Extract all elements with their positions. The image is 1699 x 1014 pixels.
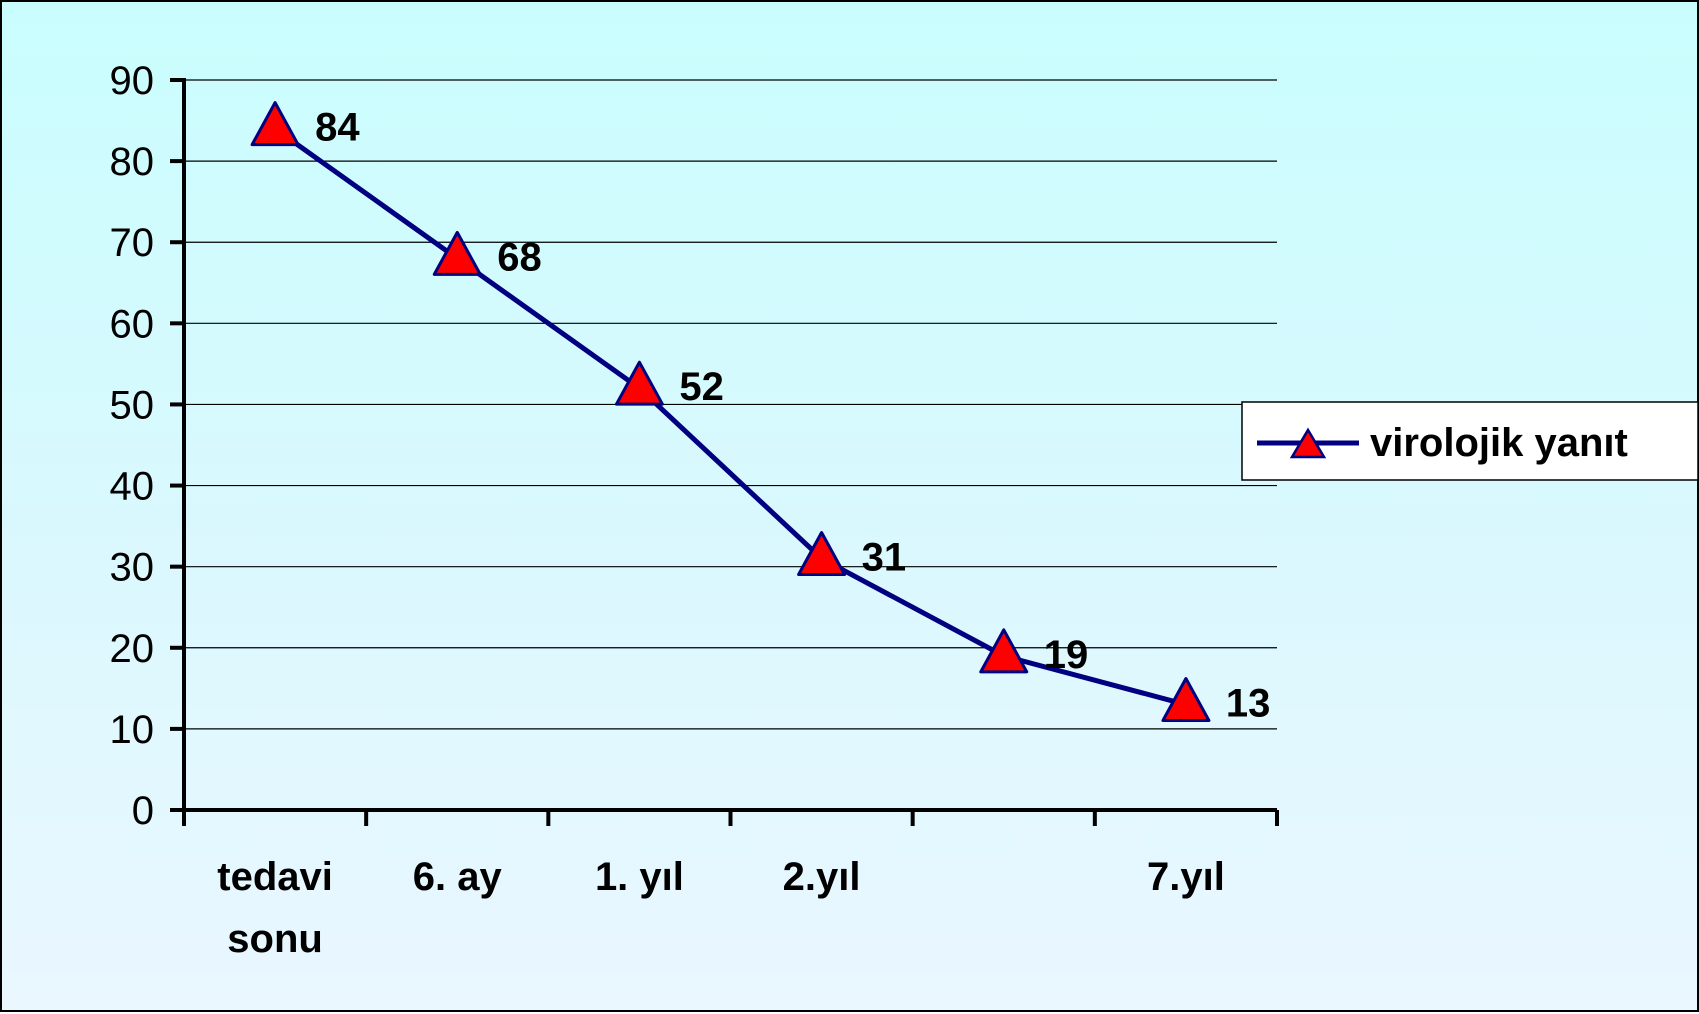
y-tick-label: 70 [110, 221, 155, 265]
data-point-marker [614, 360, 664, 406]
y-tick-label: 50 [110, 383, 155, 427]
y-tick-label: 80 [110, 140, 155, 184]
y-tick-label: 0 [132, 789, 154, 833]
data-label: 19 [1044, 633, 1089, 677]
series-markers [250, 101, 1211, 723]
legend: virolojik yanıt [1241, 401, 1699, 481]
legend-marker-icon [1289, 427, 1327, 459]
data-point-marker [432, 230, 482, 276]
x-tick-labels: tedavi sonu 6. ay 1. yıl 2.yıl 7.yıl [217, 855, 1225, 961]
x-category-label: 1. yıl [595, 855, 684, 899]
x-category-label: 6. ay [413, 855, 503, 899]
data-label: 52 [679, 365, 724, 409]
data-point-marker [250, 101, 300, 147]
data-label: 31 [862, 536, 907, 580]
y-tick-label: 40 [110, 465, 155, 509]
x-category-label: tedavi [217, 855, 333, 899]
y-tick-label: 20 [110, 627, 155, 671]
y-tick-label: 10 [110, 708, 155, 752]
x-category-label: sonu [227, 917, 323, 961]
data-label: 13 [1226, 682, 1271, 726]
y-tick-label: 90 [110, 59, 155, 103]
data-point-marker [979, 628, 1029, 674]
y-tick-labels: 0 10 20 30 40 50 60 70 80 90 [110, 59, 155, 833]
y-tick-label: 60 [110, 302, 155, 346]
legend-label: virolojik yanıt [1370, 421, 1628, 465]
axes [170, 78, 1279, 826]
series-line-path [273, 126, 1187, 707]
y-tick-label: 30 [110, 546, 155, 590]
data-label: 68 [497, 235, 542, 279]
data-point-marker [1161, 677, 1211, 723]
data-label: 84 [315, 106, 360, 150]
x-category-label: 7.yıl [1147, 855, 1225, 899]
gridlines [184, 79, 1277, 730]
data-labels: 84 68 52 31 19 13 [315, 106, 1270, 726]
x-category-label: 2.yıl [783, 855, 861, 899]
series-line [273, 126, 1187, 707]
data-point-marker [797, 531, 847, 577]
